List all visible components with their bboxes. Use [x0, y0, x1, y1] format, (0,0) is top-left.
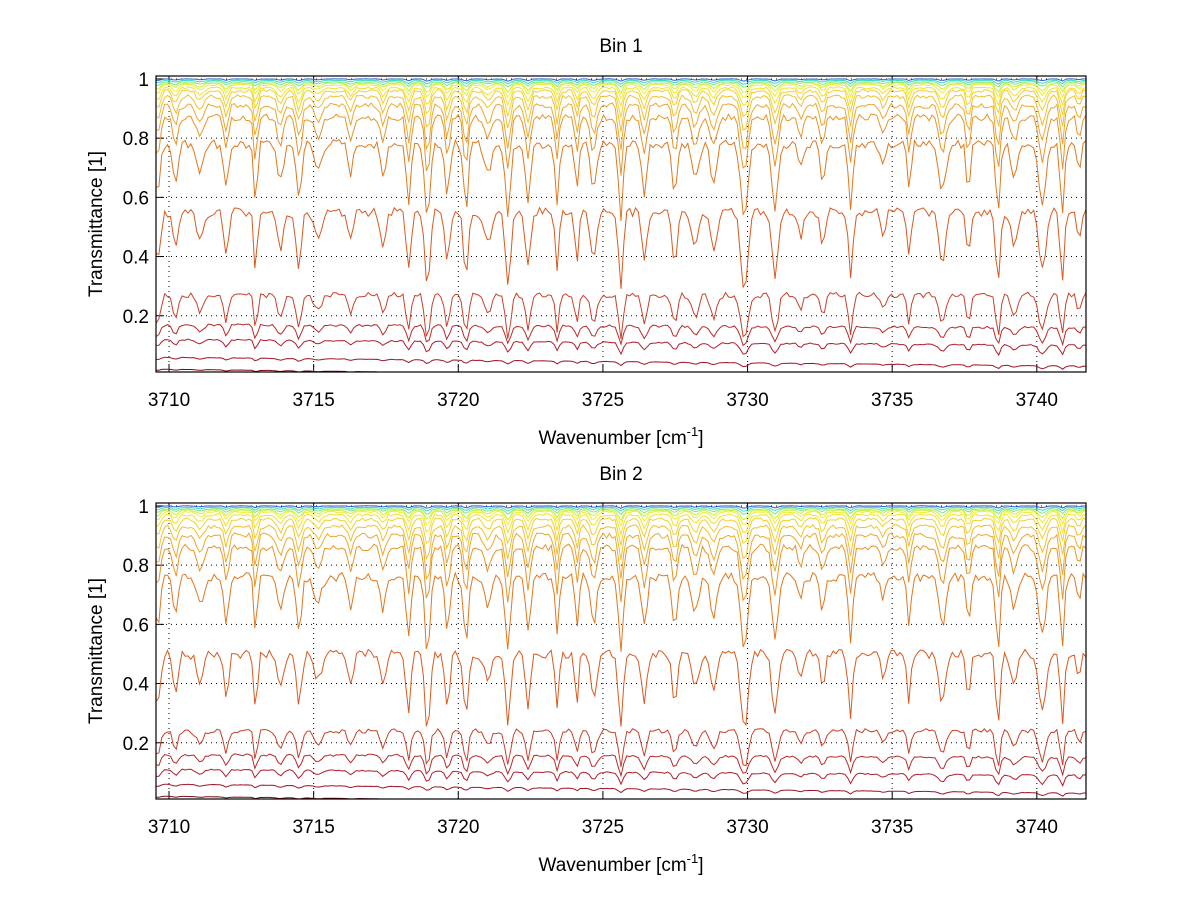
x-tick-label: 3740: [1016, 817, 1058, 838]
axes-bin-2: Bin 2 Wavenumber [cm-1] Transmittance [1…: [86, 464, 1087, 876]
x-tick-label: 3735: [871, 817, 913, 838]
series-line: [155, 88, 1087, 118]
x-tick-label: 3735: [871, 390, 913, 411]
y-tick-label: 0.4: [123, 675, 150, 696]
x-tick-label: 3710: [148, 390, 190, 411]
series-line: [155, 82, 1087, 95]
series-line: [155, 783, 1086, 797]
series-line: [155, 509, 1087, 522]
series-line: [155, 138, 1087, 222]
series-line: [156, 78, 1086, 82]
series-line: [155, 83, 1087, 100]
series-line: [155, 543, 1087, 603]
y-axis-label: Transmittance [1]: [86, 151, 107, 297]
x-tick-label: 3725: [582, 817, 624, 838]
series-line: [155, 356, 1087, 370]
series-line: [155, 206, 1087, 289]
series-line: [155, 571, 1087, 652]
axes-box: [155, 75, 1087, 373]
y-axis-label: Transmittance [1]: [86, 578, 107, 724]
series-line: [155, 338, 1086, 357]
series-line: [155, 532, 1087, 581]
x-axis-label: Wavenumber [cm-1]: [538, 424, 703, 449]
x-tick-label: 3725: [582, 390, 624, 411]
x-axis-label: Wavenumber [cm-1]: [538, 851, 703, 876]
y-tick-label: 0.6: [123, 188, 149, 209]
y-tick-label: 0.6: [123, 615, 149, 636]
series-line: [155, 81, 1087, 88]
x-tick-label: 3720: [437, 817, 479, 838]
y-tick-label: 0.2: [123, 307, 149, 328]
y-tick-label: 1: [138, 70, 149, 91]
series-line: [155, 768, 1087, 787]
x-tick-label: 3730: [726, 390, 768, 411]
series-line: [155, 506, 1087, 512]
axes-box: [155, 502, 1087, 800]
x-tick-label: 3715: [293, 390, 335, 411]
series-line: [155, 94, 1087, 132]
series-line: [155, 508, 1087, 516]
series-line: [155, 102, 1087, 151]
x-tick-label: 3740: [1016, 390, 1058, 411]
y-tick-label: 0.2: [123, 734, 149, 755]
series-line: [155, 323, 1087, 347]
series-line: [155, 517, 1087, 546]
chart-title: Bin 2: [599, 464, 642, 485]
x-tick-label: 3730: [726, 817, 768, 838]
y-tick-label: 0.8: [123, 129, 149, 150]
series-line: [155, 79, 1087, 85]
series-line: [155, 291, 1087, 340]
x-tick-label: 3710: [148, 817, 190, 838]
series-line: [155, 505, 1086, 509]
x-tick-label: 3715: [293, 817, 335, 838]
series-line: [155, 513, 1087, 537]
chart-title: Bin 1: [599, 36, 642, 57]
axes-bin-1: Bin 1 Wavenumber [cm-1] Transmittance [1…: [86, 36, 1087, 449]
series-line: [155, 753, 1087, 778]
x-tick-label: 3720: [437, 390, 479, 411]
series-line: [155, 648, 1087, 727]
series-line: [155, 113, 1087, 176]
series-line: [155, 728, 1087, 767]
series-line: [155, 510, 1087, 527]
y-tick-label: 0.4: [123, 248, 150, 269]
y-tick-label: 1: [138, 497, 149, 518]
series-line: [155, 86, 1087, 108]
y-tick-label: 0.8: [123, 556, 149, 577]
series-line: [155, 523, 1087, 561]
